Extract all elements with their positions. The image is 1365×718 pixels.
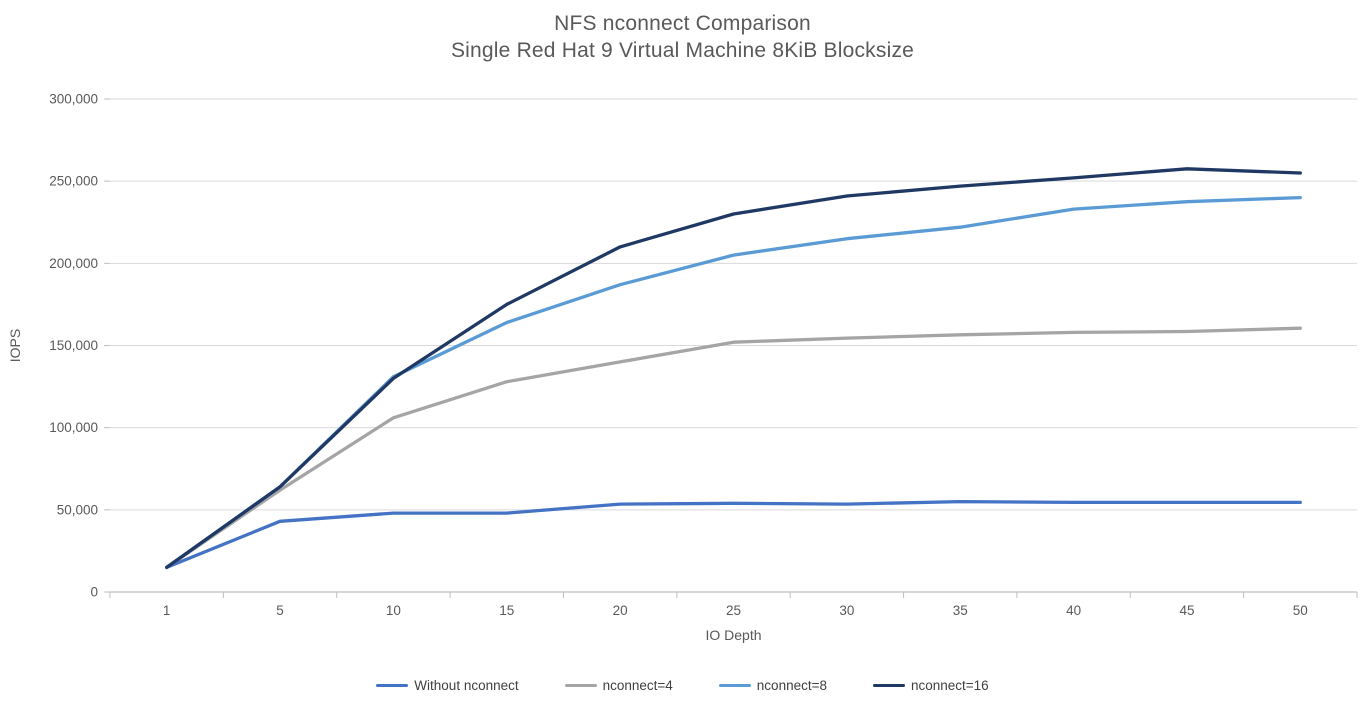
legend-item-nconnect-8: nconnect=8 [718,678,827,693]
chart-legend: Without nconnect nconnect=4 nconnect=8 ncon… [0,678,1365,693]
x-tick-label: 35 [953,603,968,618]
x-tick-label: 45 [1179,603,1194,618]
legend-line-swatch [564,683,597,688]
legend-label: nconnect=4 [602,678,673,693]
x-axis-title: IO Depth [705,627,761,643]
x-tick-label: 10 [386,603,401,618]
y-tick-label: 50,000 [57,502,98,517]
y-tick-label: 100,000 [49,420,98,435]
y-axis-title: IOPS [7,329,23,362]
legend-item-nconnect-16: nconnect=16 [872,678,989,693]
legend-label: nconnect=16 [910,678,989,693]
x-tick-label: 30 [839,603,854,618]
y-tick-label: 300,000 [49,92,98,107]
legend-line-swatch [872,683,905,688]
legend-label: Without nconnect [414,678,519,693]
y-tick-label: 200,000 [49,256,98,271]
x-tick-label: 25 [726,603,741,618]
x-tick-label: 40 [1066,603,1081,618]
y-tick-label: 150,000 [49,338,98,353]
y-tick-label: 0 [90,585,98,600]
series-line-nconnect-8 [165,195,1302,570]
x-tick-label: 15 [499,603,514,618]
legend-label: nconnect=8 [756,678,827,693]
chart-title-line2: Single Red Hat 9 Virtual Machine 8KiB Bl… [450,39,915,62]
series-line-nconnect-4 [165,326,1302,570]
series-line-without-nconnect [165,499,1302,570]
chart-title: NFS nconnect Comparison Single Red Hat 9… [0,10,1365,64]
y-tick-label: 250,000 [49,174,98,189]
legend-line-swatch [376,683,409,688]
chart-title-line1: NFS nconnect Comparison [554,12,811,35]
series-line-nconnect-16 [165,167,1302,570]
x-tick-label: 20 [613,603,628,618]
x-tick-label: 50 [1293,603,1308,618]
legend-item-nconnect-4: nconnect=4 [564,678,673,693]
x-tick-label: 5 [276,603,284,618]
legend-line-swatch [718,683,751,688]
x-tick-label: 1 [163,603,171,618]
legend-item-without-nconnect: Without nconnect [376,678,519,693]
